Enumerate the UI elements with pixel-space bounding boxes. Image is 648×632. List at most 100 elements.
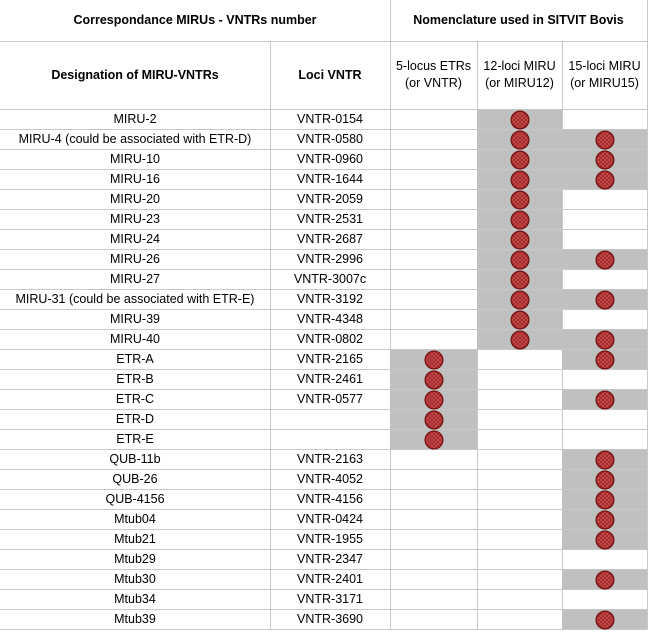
marker-icon <box>510 330 529 349</box>
marker-icon <box>595 610 614 629</box>
locus: VNTR-2401 <box>270 570 391 590</box>
designation: MIRU-20 <box>0 190 271 210</box>
system-cell <box>390 170 478 190</box>
locus: VNTR-0802 <box>270 330 391 350</box>
system-cell <box>477 410 563 430</box>
locus: VNTR-0424 <box>270 510 391 530</box>
system-cell <box>562 270 648 290</box>
system-cell <box>477 490 563 510</box>
system-cell <box>562 550 648 570</box>
system-cell <box>390 130 478 150</box>
system-cell <box>562 150 648 170</box>
designation: Mtub34 <box>0 590 271 610</box>
system-cell <box>477 430 563 450</box>
system-cell <box>390 150 478 170</box>
system-header-line: 15-loci MIRU <box>568 59 641 73</box>
designation: MIRU-39 <box>0 310 271 330</box>
system-header-line: (or MIRU12) <box>485 76 554 90</box>
designation: Mtub04 <box>0 510 271 530</box>
system-cell <box>562 570 648 590</box>
marker-icon <box>424 350 443 369</box>
system-cell <box>562 430 648 450</box>
locus: VNTR-2461 <box>270 370 391 390</box>
system-cell <box>390 570 478 590</box>
system-cell <box>562 510 648 530</box>
system-cell <box>477 350 563 370</box>
marker-icon <box>595 130 614 149</box>
system-cell <box>562 310 648 330</box>
locus: VNTR-2687 <box>270 230 391 250</box>
system-cell <box>390 390 478 410</box>
system-cell <box>390 610 478 630</box>
system-cell <box>477 110 563 130</box>
system-cell <box>562 590 648 610</box>
system-cell <box>390 190 478 210</box>
designation: QUB-26 <box>0 470 271 490</box>
system-header: 5-locus ETRs (or VNTR) <box>390 41 478 110</box>
locus: VNTR-3007c <box>270 270 391 290</box>
marker-icon <box>595 350 614 369</box>
system-cell <box>390 530 478 550</box>
locus: VNTR-3690 <box>270 610 391 630</box>
locus: VNTR-0580 <box>270 130 391 150</box>
marker-icon <box>510 250 529 269</box>
system-cell <box>477 270 563 290</box>
designation: MIRU-2 <box>0 110 271 130</box>
marker-icon <box>595 290 614 309</box>
marker-icon <box>595 490 614 509</box>
designation: Mtub39 <box>0 610 271 630</box>
system-cell <box>562 230 648 250</box>
designation: ETR-C <box>0 390 271 410</box>
system-cell <box>477 610 563 630</box>
marker-icon <box>510 210 529 229</box>
locus: VNTR-2531 <box>270 210 391 230</box>
system-cell <box>562 210 648 230</box>
system-cell <box>562 170 648 190</box>
system-cell <box>477 330 563 350</box>
system-cell <box>477 370 563 390</box>
marker-icon <box>595 250 614 269</box>
system-cell <box>477 390 563 410</box>
designation: MIRU-27 <box>0 270 271 290</box>
system-cell <box>477 190 563 210</box>
system-cell <box>390 470 478 490</box>
designation: MIRU-4 (could be associated with ETR-D) <box>0 130 271 150</box>
system-cell <box>390 370 478 390</box>
system-header: 15-loci MIRU (or MIRU15) <box>562 41 648 110</box>
designation: ETR-E <box>0 430 271 450</box>
locus: VNTR-4052 <box>270 470 391 490</box>
marker-icon <box>510 110 529 129</box>
locus <box>270 430 391 450</box>
marker-icon <box>595 570 614 589</box>
designation: QUB-11b <box>0 450 271 470</box>
marker-icon <box>595 530 614 549</box>
system-cell <box>562 190 648 210</box>
system-cell <box>562 350 648 370</box>
system-cell <box>477 550 563 570</box>
system-cell <box>562 330 648 350</box>
system-cell <box>390 290 478 310</box>
system-cell <box>562 370 648 390</box>
locus <box>270 410 391 430</box>
system-cell <box>562 110 648 130</box>
system-cell <box>562 390 648 410</box>
system-cell <box>562 290 648 310</box>
designation: Mtub30 <box>0 570 271 590</box>
system-cell <box>477 310 563 330</box>
locus: VNTR-0577 <box>270 390 391 410</box>
system-cell <box>390 490 478 510</box>
system-cell <box>477 290 563 310</box>
system-cell <box>477 530 563 550</box>
system-cell <box>562 490 648 510</box>
system-cell <box>562 250 648 270</box>
system-cell <box>562 450 648 470</box>
designation: ETR-A <box>0 350 271 370</box>
marker-icon <box>424 430 443 449</box>
system-cell <box>562 610 648 630</box>
system-cell <box>390 230 478 250</box>
marker-icon <box>510 290 529 309</box>
locus: VNTR-3192 <box>270 290 391 310</box>
system-cell <box>390 510 478 530</box>
system-cell <box>477 590 563 610</box>
